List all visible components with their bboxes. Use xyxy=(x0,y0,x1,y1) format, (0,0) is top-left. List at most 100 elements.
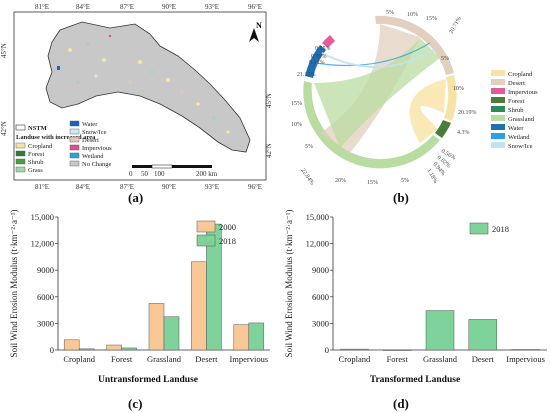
legend-swatch xyxy=(69,128,80,135)
legend-label: Forest xyxy=(28,151,44,158)
chord-legend-swatch xyxy=(491,70,505,76)
legend-label: Wetland xyxy=(82,153,104,160)
chord-flow-cropland xyxy=(409,79,446,143)
y-tick-label: 3000 xyxy=(37,318,54,328)
bar-chart-untransformed: 0 3000 6000 9000 12,000 15,000 Soil Wind Erosi… xyxy=(9,210,270,411)
bar-2000-impervious xyxy=(233,324,250,351)
y-tick-label: 9000 xyxy=(312,265,329,275)
map-top-tick: 90°E xyxy=(162,3,176,11)
y-axis-label: Soil Wind Erosion Modulus (t·km⁻²·a⁻¹) xyxy=(284,210,294,358)
legend-swatch xyxy=(69,136,80,143)
chord-label: 22.84% xyxy=(299,168,315,187)
chord-legend-swatch xyxy=(491,97,505,103)
bar-2018-forest xyxy=(382,349,412,351)
map-top-tick: 96°E xyxy=(248,3,262,11)
chord-legend-label: Desert xyxy=(508,80,525,87)
study-region xyxy=(45,21,251,153)
y-tick-label: 15,000 xyxy=(306,212,329,222)
chord-label: 5% xyxy=(386,10,394,16)
chord-flow-snow xyxy=(321,48,436,68)
x-tick-label: Grassland xyxy=(147,354,182,364)
chord-flow-grassland-desert xyxy=(314,38,440,148)
map-bottom-tick: 87°E xyxy=(120,183,134,191)
chord-legend-label: Impervious xyxy=(508,89,538,96)
chord-label: 20% xyxy=(335,178,346,184)
legend-label: Cropland xyxy=(28,143,53,150)
y-tick-label: 12,000 xyxy=(306,239,329,249)
scale-label: 50 xyxy=(141,170,149,178)
chord-arc-forest xyxy=(435,120,451,138)
bar-2018-impervious xyxy=(511,349,540,351)
legend-label: Impervious xyxy=(82,145,112,152)
bar-chart-transformed: 0 3000 6000 9000 12,000 15,000 Soil Wind Erosi… xyxy=(284,210,547,411)
map-top-ticks: 81°E 84°E 87°E 90°E 93°E 96°E xyxy=(35,3,262,11)
chord-legend-swatch xyxy=(491,133,505,139)
chord-arc-desert xyxy=(375,15,454,75)
legend-swatch xyxy=(69,120,80,127)
map-legend: NSTM Landuse with increased area Croplan… xyxy=(15,120,112,174)
bar-2000-forest xyxy=(106,344,122,351)
legend-swatch xyxy=(15,158,26,165)
y-tick-label: 3000 xyxy=(312,318,329,328)
bar-2018-cropland xyxy=(78,348,95,351)
panel-label-d: (d) xyxy=(393,396,409,411)
map-top-tick: 81°E xyxy=(35,3,49,11)
chord-label: 5% xyxy=(305,144,313,150)
chord-legend-swatch xyxy=(491,106,505,112)
scale-label: 100 xyxy=(154,170,165,178)
y-tick-label: 9000 xyxy=(37,265,54,275)
chord-flow-water xyxy=(315,42,431,67)
chord-legend-swatch xyxy=(491,124,505,130)
legend-increase-title: Landuse with increased area xyxy=(16,134,96,141)
bar-2018-forest xyxy=(121,347,137,351)
legend-label: Snow/Ice xyxy=(82,129,107,136)
scale-label: 200 km xyxy=(196,170,218,178)
chord-legend: Cropland Desert Impervious Forest Shrub Grass… xyxy=(491,70,538,150)
chord-label: 5% xyxy=(441,56,449,62)
chord-panel: 20.71% 20.19% 4.3% 0.56% 0.02% 0.94% 1.1… xyxy=(291,10,538,205)
chord-legend-label: Shrub xyxy=(508,107,524,114)
chord-legend-label: Forest xyxy=(508,98,524,105)
chord-label: 10% xyxy=(291,122,302,128)
y-tick-label: 0 xyxy=(50,345,54,355)
map-bottom-tick: 93°E xyxy=(205,183,219,191)
x-tick-label: Grassland xyxy=(423,354,458,364)
map-top-tick: 84°E xyxy=(76,3,90,11)
chord-label: 15% xyxy=(426,16,437,22)
map-bottom-tick: 84°E xyxy=(76,183,90,191)
legend-label: Water xyxy=(82,121,98,128)
y-tick-label: 6000 xyxy=(37,292,54,302)
legend-nstm: NSTM xyxy=(28,125,47,132)
chord-label: 20.19% xyxy=(458,110,477,116)
bar-2018-cropland xyxy=(340,348,369,351)
y-tick-label: 0 xyxy=(325,345,329,355)
chord-legend-label: Grassland xyxy=(508,116,535,123)
x-tick-label: Forest xyxy=(387,354,409,364)
x-tick-label: Impervious xyxy=(506,354,545,364)
legend-swatch xyxy=(196,220,216,233)
legend-swatch xyxy=(69,152,80,159)
bar-2018-desert xyxy=(468,319,498,351)
chord-labels: 20.71% 20.19% 4.3% 0.56% 0.02% 0.94% 1.1… xyxy=(291,10,477,186)
chord-label: 0.61% xyxy=(309,60,325,66)
chart-c-title: Untransformed Landuse xyxy=(98,375,198,385)
x-tick-label: Impervious xyxy=(229,354,268,364)
scale-bar: 0 50 100 200 km xyxy=(129,164,218,178)
chord-label: 20.71% xyxy=(449,16,463,35)
x-tick-label: Cropland xyxy=(339,354,371,364)
chord-legend-swatch xyxy=(491,79,505,85)
chord-arc-cropland xyxy=(444,75,457,121)
legend-swatch xyxy=(15,142,26,149)
x-tick-label: Desert xyxy=(195,354,218,364)
x-tick-label: Cropland xyxy=(63,354,95,364)
map-bottom-tick: 81°E xyxy=(35,183,49,191)
map-top-tick: 87°E xyxy=(120,3,134,11)
y-tick-label: 6000 xyxy=(312,292,329,302)
bar-2000-cropland xyxy=(63,339,80,351)
legend-swatch xyxy=(15,150,26,157)
panel-label-c: (c) xyxy=(128,396,142,411)
bar-2000-desert xyxy=(191,261,207,351)
y-axis-label: Soil Wind Erosion Modulus (t·km⁻²·a⁻¹) xyxy=(9,210,19,358)
legend-label: No Change xyxy=(82,161,112,168)
y-tick-label: 15,000 xyxy=(31,212,54,222)
